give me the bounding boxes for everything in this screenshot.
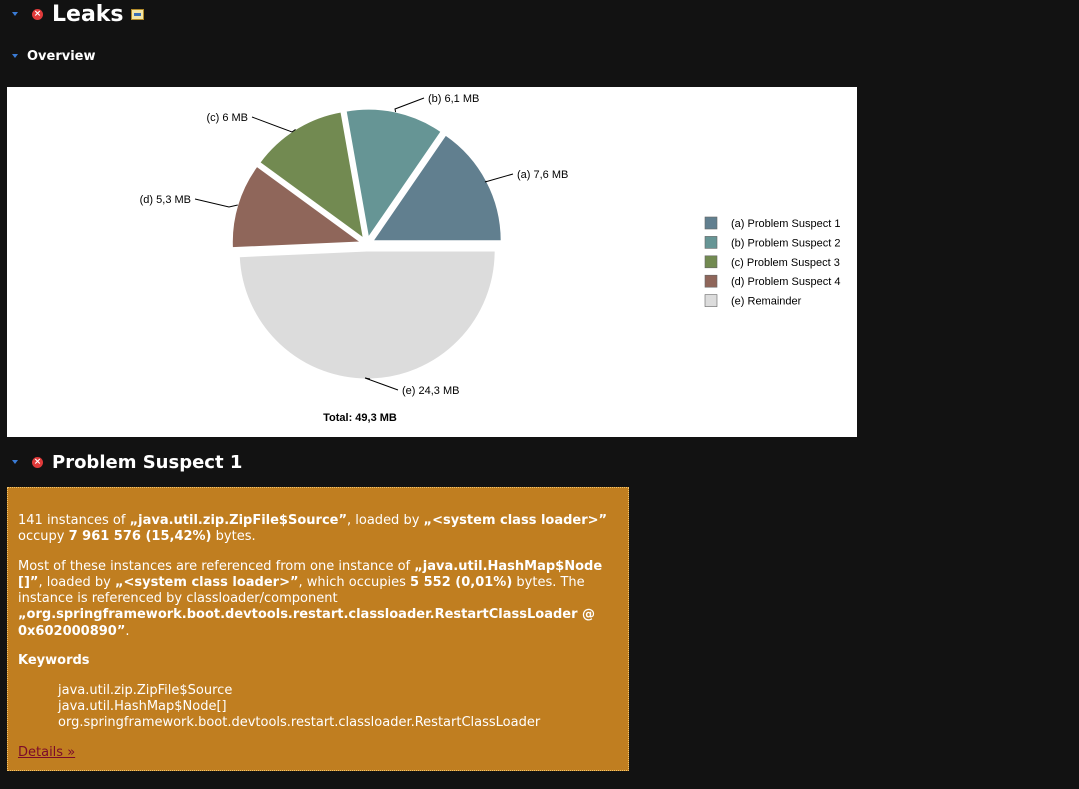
legend-label: (c) Problem Suspect 3	[731, 257, 840, 269]
pie-slice	[345, 108, 442, 239]
suspect-panel: 141 instances of „java.util.zip.ZipFile$…	[7, 487, 629, 771]
pie-chart: (a) 7,6 MB (a) Problem Suspect 1 (b) 6,1 M…	[140, 93, 841, 424]
class-name: „java.util.zip.ZipFile$Source”	[129, 513, 348, 528]
keywords-list: java.util.zip.ZipFile$Source java.util.H…	[18, 683, 618, 731]
pie-leader-line	[251, 116, 296, 133]
text: occupy	[18, 529, 69, 545]
legend-swatch	[704, 236, 718, 249]
pie-slice-label: (b) 6,1 MB	[428, 93, 479, 105]
text: , loaded by	[347, 513, 424, 528]
legend-swatch	[704, 294, 718, 307]
text: bytes.	[211, 529, 256, 545]
pie-leader-line	[194, 198, 238, 208]
text: , loaded by	[38, 574, 115, 590]
pie-slice-label: (c) 6 MB	[206, 112, 248, 124]
collapse-arrow-icon[interactable]	[12, 54, 18, 58]
overview-chart: (a) 7,6 MB (a) Problem Suspect 1 (b) 6,1 M…	[7, 87, 857, 437]
class-name: „java.util.HashMap$Node []”	[18, 558, 603, 590]
keyword-item: java.util.HashMap$Node[]	[58, 699, 227, 715]
size-value: 5 552 (0,01%)	[410, 574, 513, 590]
legend-swatch	[704, 216, 718, 230]
keyword-item: org.springframework.boot.devtools.restar…	[58, 715, 541, 731]
legend-swatch	[704, 255, 718, 269]
size-value: 7 961 576 (15,42%)	[68, 529, 212, 545]
page-title: Leaks	[52, 1, 124, 27]
keywords-label: Keywords	[18, 653, 90, 669]
pie-leader-line	[394, 97, 425, 113]
pie-slice	[238, 250, 496, 380]
legend-label: (a) Problem Suspect 1	[731, 218, 840, 230]
overview-header: Overview	[12, 47, 96, 65]
text: .	[125, 623, 130, 639]
query-icon[interactable]	[130, 8, 144, 20]
text: Most of these instances are referenced f…	[18, 558, 415, 574]
suspect-header: × Problem Suspect 1	[12, 451, 243, 473]
pie-slice-label: (d) 5,3 MB	[140, 194, 191, 206]
leaks-header: × Leaks	[12, 1, 144, 27]
error-icon: ×	[32, 456, 43, 468]
legend-swatch	[704, 274, 718, 288]
pie-slice	[231, 165, 362, 249]
pie-leader-line	[484, 173, 514, 183]
legend-label: (d) Problem Suspect 4	[731, 276, 840, 288]
loader-name: „<system class loader>”	[114, 574, 299, 590]
pie-slice-label: (a) 7,6 MB	[517, 169, 568, 181]
collapse-arrow-icon[interactable]	[12, 460, 18, 464]
details-link[interactable]: Details »	[18, 745, 76, 761]
keyword-item: java.util.zip.ZipFile$Source	[58, 683, 233, 699]
component-name: „org.springframework.boot.devtools.resta…	[18, 607, 596, 639]
suspect-detail: Most of these instances are referenced f…	[18, 559, 618, 640]
legend-label: (b) Problem Suspect 2	[731, 237, 840, 249]
text: bytes. The instance is referenced by cla…	[18, 574, 585, 607]
collapse-arrow-icon[interactable]	[12, 12, 18, 16]
loader-name: „<system class loader>”	[423, 513, 608, 528]
text: 141 instances of	[18, 513, 130, 528]
suspect-title: Problem Suspect 1	[52, 451, 243, 473]
legend-label: (e) Remainder	[731, 296, 802, 308]
text: , which occupies	[298, 574, 411, 590]
chart-total-label: Total: 49,3 MB	[323, 412, 397, 424]
error-icon: ×	[32, 8, 43, 20]
overview-title: Overview	[27, 48, 96, 64]
suspect-summary: 141 instances of „java.util.zip.ZipFile$…	[18, 513, 618, 546]
pie-slice-label: (e) 24,3 MB	[402, 385, 459, 397]
pie-leader-line	[364, 377, 399, 391]
